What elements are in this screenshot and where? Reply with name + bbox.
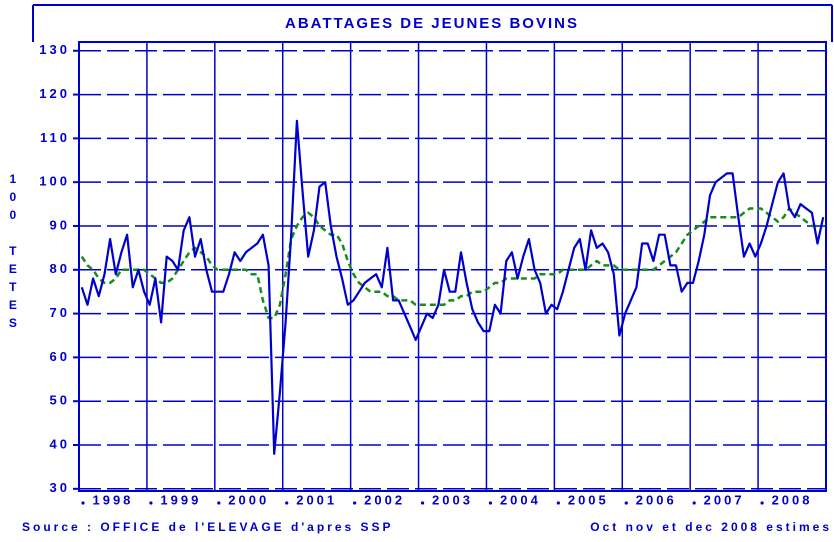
- y-axis-label: 100 TETES: [6, 172, 20, 334]
- year-tick-dot: [760, 501, 764, 505]
- series-line: [80, 119, 825, 455]
- y-tick-label: 120: [39, 86, 70, 101]
- x-tick-label: 2007: [704, 492, 745, 507]
- x-tick-label: 2005: [568, 492, 609, 507]
- source: Source : OFFICE de l'ELEVAGE d'apres SSP: [22, 520, 394, 534]
- y-tick-label: 110: [40, 130, 70, 145]
- x-tick-label: 2006: [636, 492, 677, 507]
- y-tick-label: 90: [50, 217, 70, 232]
- year-tick-dot: [149, 501, 153, 505]
- x-tick-label: 2008: [772, 492, 813, 507]
- x-tick-label: 2001: [296, 492, 337, 507]
- chart-title: ABATTAGES DE JEUNES BOVINS: [285, 15, 579, 32]
- y-tick-label: 80: [50, 261, 70, 276]
- year-tick-dot: [624, 501, 628, 505]
- year-tick-dot: [488, 501, 493, 505]
- year-tick-dot: [420, 501, 425, 505]
- x-tick-label: 2004: [500, 492, 541, 507]
- x-tick-label: 2003: [432, 492, 473, 507]
- year-tick-dot: [692, 501, 696, 505]
- note: Oct nov et dec 2008 estimes: [590, 520, 832, 534]
- y-tick-label: 130: [39, 42, 70, 57]
- x-tick-label: 2002: [364, 492, 405, 507]
- x-tick-label: 1999: [160, 492, 201, 507]
- year-tick-dot: [81, 501, 85, 505]
- x-tick-label: 2000: [228, 492, 269, 507]
- year-tick-dot: [556, 501, 560, 505]
- y-tick-label: 50: [50, 393, 70, 408]
- y-tick-label: 100: [39, 174, 70, 189]
- plot-frame: [78, 41, 827, 492]
- y-tick-label: 30: [50, 480, 70, 495]
- year-tick-dot: [285, 501, 289, 505]
- year-tick-dot: [353, 501, 357, 505]
- series-line: [80, 207, 824, 320]
- y-tick-label: 70: [50, 305, 70, 320]
- y-tick-label: 60: [50, 349, 70, 364]
- y-tick-label: 40: [50, 436, 70, 451]
- x-tick-label: 1998: [92, 492, 133, 507]
- year-tick-dot: [217, 501, 221, 505]
